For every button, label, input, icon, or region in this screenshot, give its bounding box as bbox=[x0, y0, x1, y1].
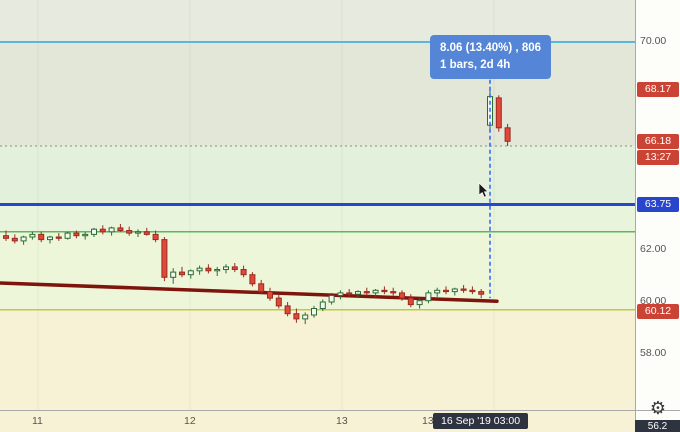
mouse-cursor-icon bbox=[479, 183, 489, 198]
time-axis[interactable]: 16 Sep '19 03:00 11 12 13 13 bbox=[0, 410, 635, 432]
price-axis-label: 70.00 bbox=[640, 35, 667, 47]
measure-tooltip-line2: 1 bars, 2d 4h bbox=[440, 59, 511, 71]
countdown-badge: 13:27 bbox=[637, 149, 679, 165]
measure-tooltip-line1: 8.06 (13.40%) , 806 bbox=[440, 42, 542, 54]
last-price-badge: 66.18 bbox=[637, 133, 679, 149]
high-price-badge: 68.17 bbox=[637, 82, 679, 98]
chart-canvas[interactable]: 8.06 (13.40%) , 806 1 bars, 2d 4h bbox=[0, 0, 635, 410]
price-axis[interactable]: 70.00 62.00 60.00 58.00 68.17 66.18 13:27 63.75… bbox=[635, 0, 680, 410]
price-axis-label: 58.00 bbox=[640, 347, 667, 359]
level-price-badge: 63.75 bbox=[637, 197, 679, 212]
crosshair-date-badge: 16 Sep '19 03:00 bbox=[433, 413, 529, 429]
price-axis-label: 60.00 bbox=[640, 295, 667, 307]
price-axis-label: 62.00 bbox=[640, 243, 667, 255]
time-axis-tick: 13 bbox=[336, 415, 348, 427]
corner-price-badge: 56.2 bbox=[635, 420, 680, 432]
time-axis-tick: 12 bbox=[184, 415, 196, 427]
secondary-price-badge: 60.12 bbox=[637, 304, 679, 320]
measure-tooltip: 8.06 (13.40%) , 806 1 bars, 2d 4h bbox=[430, 35, 552, 79]
price-scale-settings-gear-icon[interactable]: ⚙ bbox=[649, 398, 667, 418]
time-axis-tick: 13 bbox=[422, 415, 434, 427]
time-axis-tick: 11 bbox=[32, 415, 43, 427]
